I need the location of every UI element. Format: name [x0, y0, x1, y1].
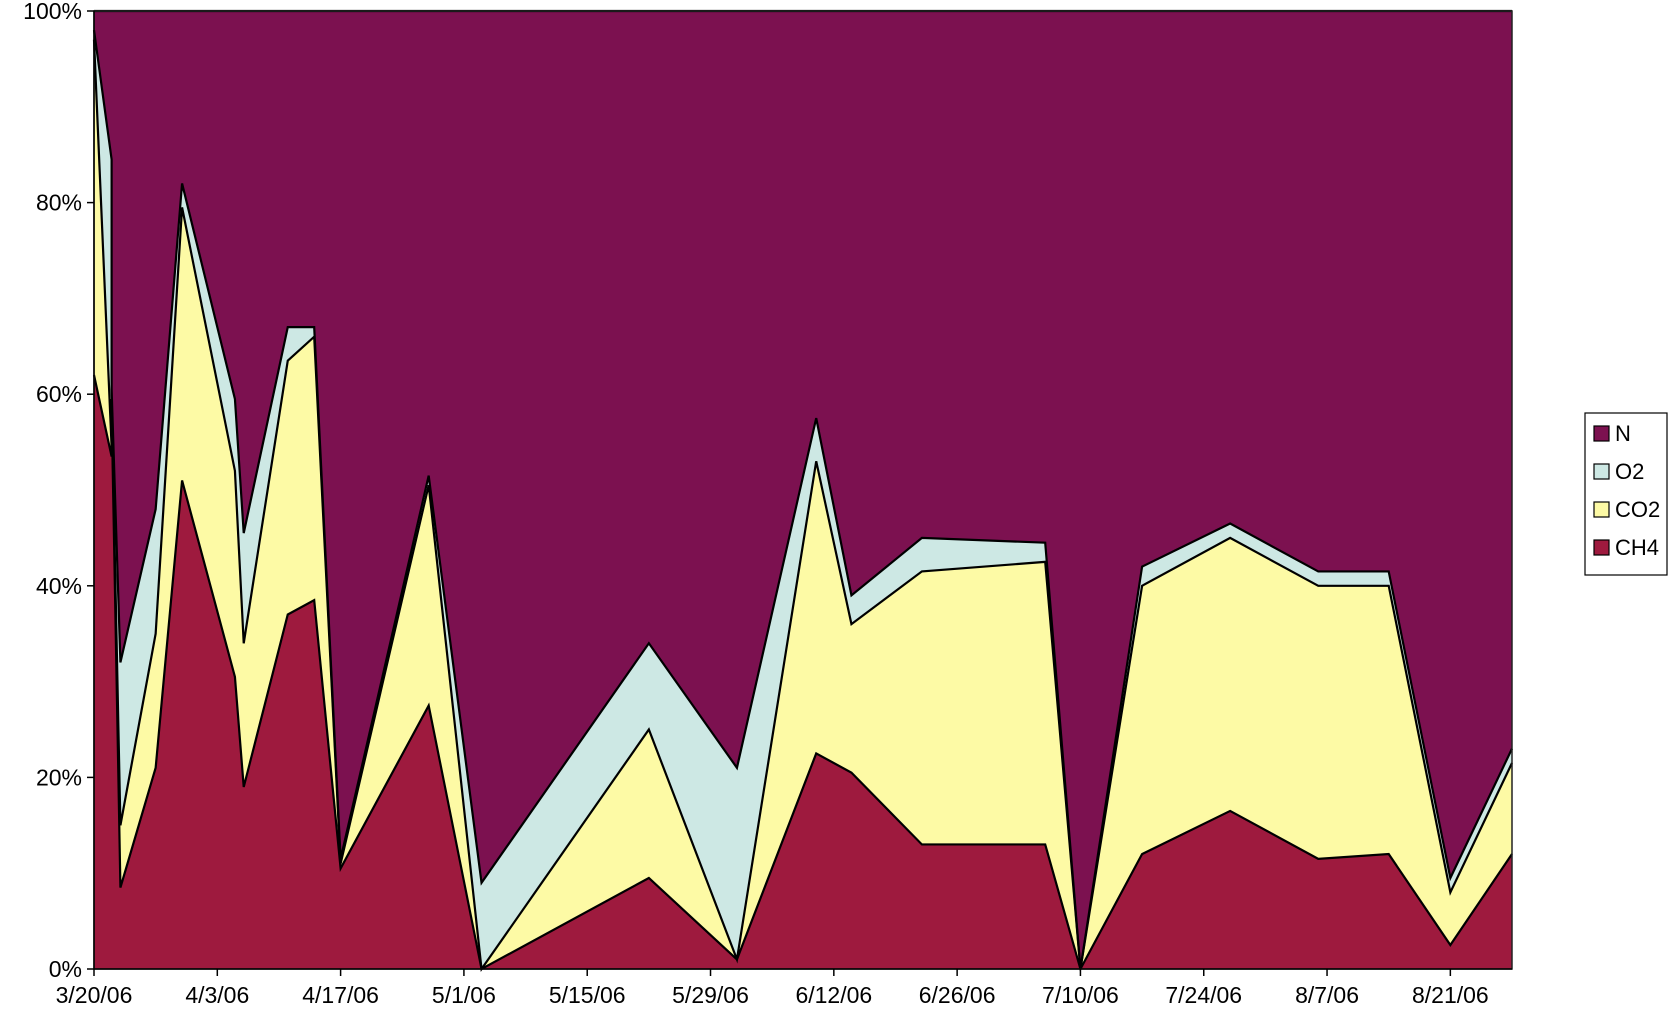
- legend-swatch-co2: [1593, 501, 1610, 518]
- legend-label-n: N: [1615, 421, 1631, 446]
- y-tick-label: 60%: [36, 381, 82, 407]
- series-boundary-line-co2: [92, 39, 1513, 973]
- series-area-o2: [94, 30, 1512, 970]
- y-tick-label: 100%: [23, 0, 82, 24]
- y-tick-label: 20%: [36, 764, 82, 790]
- series-area-n: [94, 11, 1512, 969]
- x-tick-label: 5/15/06: [549, 982, 626, 1008]
- x-tick-label: 3/20/06: [56, 982, 133, 1008]
- x-tick-label: 6/26/06: [919, 982, 996, 1008]
- series-area-ch4: [94, 375, 1512, 969]
- x-tick-label: 7/10/06: [1042, 982, 1119, 1008]
- x-tick-label: 7/24/06: [1165, 982, 1242, 1008]
- y-tick-label: 40%: [36, 573, 82, 599]
- series-boundary-line-o2: [92, 30, 1513, 970]
- series-boundary-line-ch4: [92, 374, 1513, 972]
- legend-label-o2: O2: [1615, 459, 1644, 484]
- plot-area: [92, 9, 1513, 973]
- legend-label-co2: CO2: [1615, 497, 1660, 522]
- x-tick-label: 4/17/06: [302, 982, 379, 1008]
- x-tick-label: 8/21/06: [1412, 982, 1489, 1008]
- series-area-co2: [94, 39, 1512, 970]
- legend-swatch-o2: [1593, 463, 1610, 480]
- axes: 0% 20% 40% 60% 80% 100% 3/20/06 4/3/06 4/17/06 5/…: [23, 0, 1512, 1008]
- x-tick-label: 8/7/06: [1295, 982, 1359, 1008]
- x-tick-label: 5/1/06: [432, 982, 496, 1008]
- x-tick-label: 6/12/06: [795, 982, 872, 1008]
- y-tick-label: 0%: [49, 956, 82, 982]
- legend: N O2 CO2 CH4: [1584, 412, 1668, 576]
- legend-swatch-n: [1593, 425, 1610, 442]
- legend-swatch-ch4: [1593, 539, 1610, 556]
- legend-label-ch4: CH4: [1615, 535, 1659, 560]
- x-tick-label: 5/29/06: [672, 982, 749, 1008]
- y-tick-label: 80%: [36, 190, 82, 216]
- x-tick-label: 4/3/06: [185, 982, 249, 1008]
